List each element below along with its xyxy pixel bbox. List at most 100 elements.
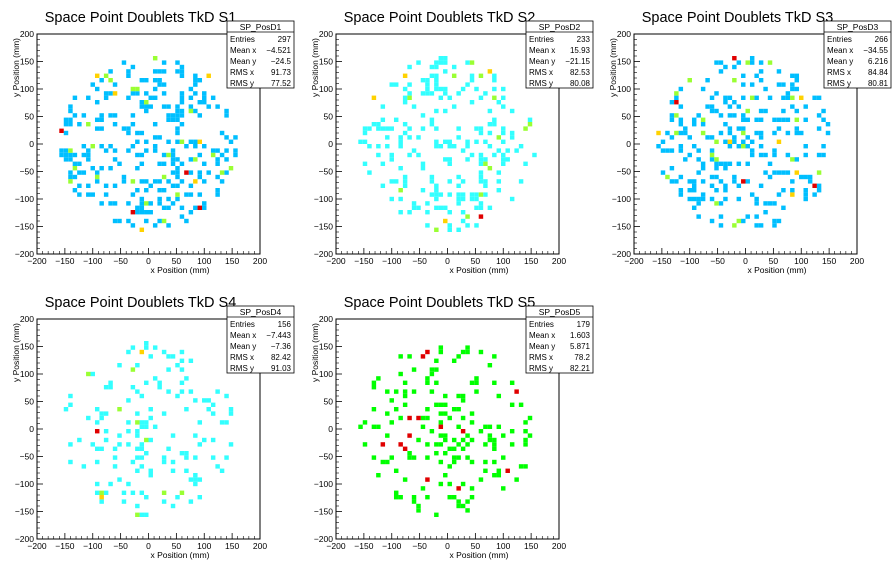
histogram-bin bbox=[210, 455, 216, 460]
histogram-bin bbox=[425, 78, 430, 83]
histogram-bin bbox=[77, 122, 82, 127]
histogram-bin bbox=[492, 442, 497, 447]
histogram-bin bbox=[434, 192, 439, 197]
histogram-bin bbox=[219, 179, 225, 184]
histogram-bin bbox=[202, 201, 207, 206]
histogram-bin bbox=[175, 166, 180, 171]
histogram-bin bbox=[81, 152, 87, 158]
histogram-bin bbox=[94, 446, 100, 451]
histogram-bin bbox=[86, 415, 91, 421]
histogram-bin bbox=[758, 223, 764, 228]
histogram-bin bbox=[99, 126, 104, 131]
stats-name: SP_PosD2 bbox=[539, 22, 581, 32]
histogram-bin bbox=[465, 499, 470, 504]
histogram-bin bbox=[376, 424, 381, 429]
histogram-bin bbox=[425, 223, 430, 228]
histogram-bin bbox=[718, 223, 724, 228]
histogram-bin bbox=[389, 82, 394, 87]
histogram-bin bbox=[188, 86, 194, 92]
histogram-bin bbox=[478, 73, 484, 78]
histogram-bin bbox=[420, 78, 426, 83]
stats-value: 297 bbox=[278, 35, 292, 44]
histogram-bin bbox=[407, 354, 412, 359]
histogram-bin bbox=[72, 152, 78, 158]
stats-label: Entries bbox=[230, 35, 255, 44]
histogram-bin bbox=[438, 144, 444, 149]
histogram-bin bbox=[474, 192, 479, 197]
histogram-bin bbox=[790, 86, 795, 92]
histogram-bin bbox=[807, 174, 813, 180]
histogram-bin bbox=[68, 174, 73, 180]
histogram-bin bbox=[402, 130, 408, 136]
histogram-bin bbox=[210, 148, 216, 153]
histogram-bin bbox=[736, 196, 742, 202]
histogram-bin bbox=[166, 113, 171, 118]
histogram-bin bbox=[152, 345, 158, 350]
histogram-bin bbox=[126, 148, 131, 153]
histogram-bin bbox=[674, 179, 679, 184]
histogram-bin bbox=[678, 130, 684, 136]
histogram-bin bbox=[674, 130, 679, 136]
histogram-bin bbox=[411, 389, 417, 394]
histogram-bin bbox=[474, 126, 479, 131]
stats-value: −24.5 bbox=[271, 57, 292, 66]
histogram-bin bbox=[224, 108, 229, 114]
histogram-bin bbox=[483, 161, 488, 166]
histogram-bin bbox=[487, 166, 493, 171]
y-tick-label: 100 bbox=[319, 369, 333, 379]
histogram-bin bbox=[157, 78, 162, 83]
histogram-bin bbox=[696, 148, 701, 153]
histogram-bin bbox=[376, 152, 381, 158]
stats-label: Mean x bbox=[827, 46, 853, 55]
histogram-bin bbox=[99, 490, 104, 495]
histogram-bin bbox=[193, 205, 198, 210]
histogram-bin bbox=[523, 437, 528, 443]
histogram-bin bbox=[166, 205, 171, 210]
histogram-bin bbox=[103, 429, 109, 434]
axes: −200 −150 −100 −50 0 50 100 150 200 −200 −150 −100 −… bbox=[15, 314, 268, 551]
histogram-bin bbox=[456, 91, 461, 96]
histogram-bin bbox=[723, 188, 728, 193]
histogram-bin bbox=[86, 95, 91, 100]
histogram-bin bbox=[385, 126, 390, 131]
histogram-bin bbox=[117, 433, 122, 438]
histogram-bin bbox=[193, 91, 198, 96]
histogram-bin bbox=[184, 218, 189, 224]
histogram-bin bbox=[496, 135, 502, 140]
histogram-bin bbox=[456, 503, 461, 509]
panel-5: Space Point Doublets TkD S5−200 −150 −100−… bbox=[310, 295, 594, 560]
stats-label: RMS y bbox=[230, 79, 254, 88]
histogram-bin bbox=[763, 152, 768, 158]
histogram-bin bbox=[99, 117, 104, 122]
x-tick-label: −100 bbox=[83, 256, 102, 266]
histogram-bin bbox=[501, 130, 506, 136]
histogram-bin bbox=[483, 179, 488, 184]
histogram-bin bbox=[385, 459, 390, 465]
histogram-bin bbox=[492, 473, 497, 478]
histogram-bin bbox=[678, 188, 684, 193]
histogram-bin bbox=[772, 170, 777, 175]
histogram-bin bbox=[487, 122, 493, 127]
histogram-bin bbox=[816, 188, 822, 193]
y-tick-label: 150 bbox=[319, 342, 333, 352]
histogram-bin bbox=[68, 117, 73, 122]
histogram-bin bbox=[478, 477, 484, 482]
histogram-bin bbox=[166, 223, 171, 228]
histogram-bin bbox=[749, 95, 755, 100]
histogram-bin bbox=[402, 86, 408, 92]
histogram-bin bbox=[188, 157, 194, 162]
histogram-bin bbox=[469, 73, 475, 78]
histogram-bin bbox=[736, 126, 742, 131]
y-tick-label: 0 bbox=[29, 139, 34, 149]
histogram-bin bbox=[108, 385, 113, 390]
histogram-bin bbox=[460, 437, 466, 443]
histogram-bin bbox=[94, 170, 100, 175]
histogram-bin bbox=[794, 130, 800, 136]
histogram-bin bbox=[193, 481, 198, 487]
y-tick-label: 100 bbox=[319, 84, 333, 94]
histogram-bin bbox=[696, 170, 701, 175]
histogram-bin bbox=[527, 415, 533, 421]
histogram-bin bbox=[790, 95, 795, 100]
histogram-bin bbox=[465, 214, 470, 219]
histogram-bin bbox=[758, 183, 764, 188]
